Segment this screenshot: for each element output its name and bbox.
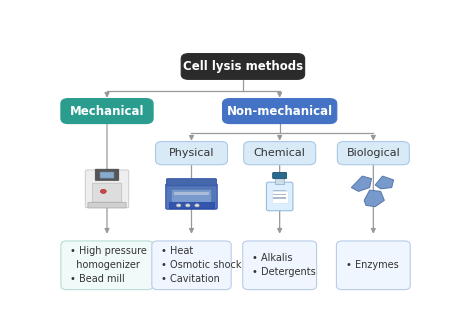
FancyBboxPatch shape [266, 182, 293, 211]
FancyBboxPatch shape [171, 189, 212, 205]
FancyBboxPatch shape [88, 202, 126, 208]
Text: • Alkalis
• Detergents: • Alkalis • Detergents [252, 253, 316, 277]
FancyBboxPatch shape [166, 179, 217, 186]
FancyBboxPatch shape [166, 184, 217, 209]
FancyBboxPatch shape [92, 183, 122, 202]
Text: • Enzymes: • Enzymes [346, 260, 399, 270]
FancyBboxPatch shape [273, 172, 287, 179]
FancyBboxPatch shape [152, 241, 231, 290]
Text: • High pressure
  homogenizer
• Bead mill: • High pressure homogenizer • Bead mill [71, 246, 147, 284]
Text: Cell lysis methods: Cell lysis methods [183, 60, 303, 73]
FancyBboxPatch shape [61, 241, 153, 290]
FancyBboxPatch shape [222, 99, 337, 123]
FancyBboxPatch shape [155, 142, 228, 165]
Text: Mechanical: Mechanical [70, 105, 144, 118]
FancyBboxPatch shape [337, 142, 410, 165]
Polygon shape [364, 190, 384, 207]
FancyBboxPatch shape [181, 54, 305, 79]
Bar [273, 194, 286, 195]
Circle shape [176, 204, 181, 207]
FancyBboxPatch shape [244, 142, 316, 165]
Circle shape [100, 189, 106, 193]
Bar [275, 177, 284, 184]
Text: Chemical: Chemical [254, 148, 306, 158]
Text: Physical: Physical [169, 148, 214, 158]
Bar [273, 190, 286, 191]
Bar [273, 198, 286, 199]
FancyBboxPatch shape [337, 241, 410, 290]
FancyBboxPatch shape [61, 99, 153, 123]
FancyBboxPatch shape [100, 172, 114, 178]
FancyBboxPatch shape [95, 169, 119, 180]
Bar [272, 191, 288, 203]
Text: • Heat
• Osmotic shock
• Cavitation: • Heat • Osmotic shock • Cavitation [161, 246, 242, 284]
Bar [174, 192, 209, 195]
FancyBboxPatch shape [85, 170, 128, 208]
Polygon shape [351, 176, 372, 191]
Text: Non-mechanical: Non-mechanical [227, 105, 333, 118]
Circle shape [186, 204, 190, 207]
FancyBboxPatch shape [243, 241, 317, 290]
Circle shape [195, 204, 199, 207]
Bar [169, 202, 213, 208]
Polygon shape [375, 176, 393, 189]
Text: Biological: Biological [346, 148, 400, 158]
